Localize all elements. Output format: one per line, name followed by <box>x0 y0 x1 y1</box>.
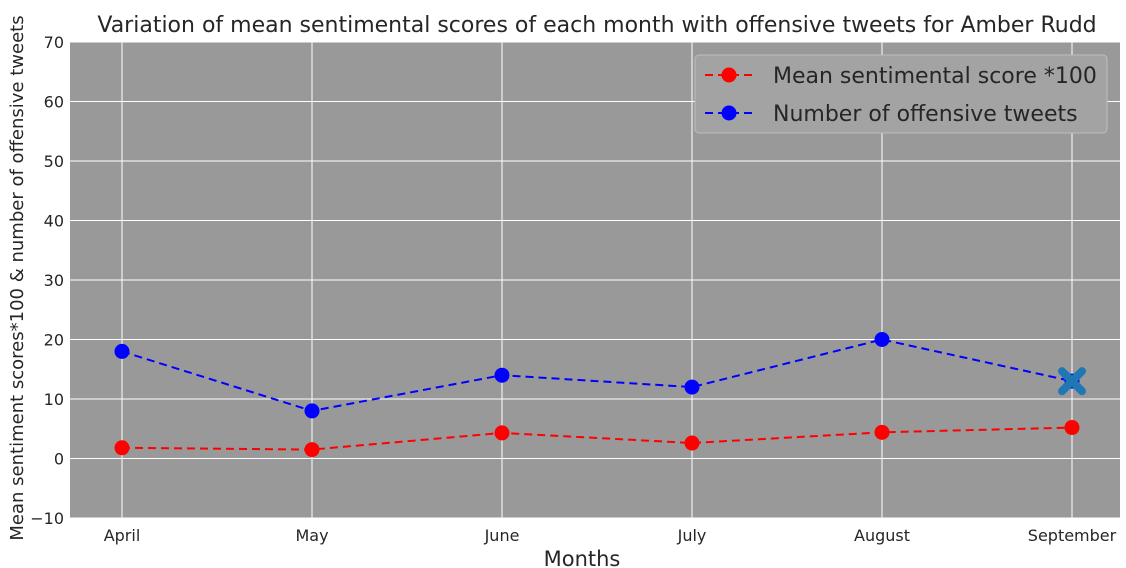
x-tick-label: June <box>484 526 520 545</box>
legend-marker <box>721 67 737 83</box>
y-tick-label: 60 <box>44 93 64 112</box>
data-point <box>494 425 510 441</box>
data-point <box>684 379 700 395</box>
data-point <box>304 442 320 458</box>
x-axis-label: Months <box>544 547 621 568</box>
x-tick-label: April <box>104 526 141 545</box>
legend-label: Mean sentimental score *100 <box>773 64 1097 89</box>
legend-marker <box>721 105 737 121</box>
y-tick-label: 20 <box>44 331 64 350</box>
chart-title: Variation of mean sentimental scores of … <box>97 13 1096 38</box>
y-tick-label: 70 <box>44 33 64 52</box>
x-tick-label: September <box>1028 526 1117 545</box>
gridlines <box>70 41 1120 519</box>
x-tick-label: July <box>677 526 707 545</box>
x-tick-label: August <box>854 526 910 545</box>
legend-label: Number of offensive tweets <box>773 102 1078 127</box>
y-tick-label: 50 <box>44 152 64 171</box>
y-tick-label: 30 <box>44 271 64 290</box>
data-point <box>874 424 890 440</box>
y-tick-label: −10 <box>30 509 64 528</box>
y-tick-label: 40 <box>44 212 64 231</box>
data-point <box>114 343 130 359</box>
y-tick-label: 0 <box>54 450 64 469</box>
y-tick-label: 10 <box>44 390 64 409</box>
data-point <box>1064 420 1080 436</box>
x-axis-ticks: April May June July August September <box>104 526 1117 545</box>
annotation-layer <box>1058 367 1086 396</box>
x-tick-label: May <box>295 526 328 545</box>
data-point <box>114 440 130 456</box>
x-marker-stroke <box>1058 367 1086 396</box>
data-point <box>684 435 700 451</box>
x-marker-icon <box>1058 367 1086 396</box>
legend-box <box>694 54 1108 134</box>
y-axis-label: Mean sentiment scores*100 & number of of… <box>7 15 28 540</box>
legend: Mean sentimental score *100 Number of off… <box>694 54 1108 134</box>
y-axis-ticks: −10 0 10 20 30 40 50 60 70 <box>30 33 64 528</box>
data-point <box>494 367 510 383</box>
data-point <box>304 403 320 419</box>
data-point <box>874 332 890 347</box>
series-line-2 <box>121 338 1073 412</box>
series-line-1 <box>121 426 1073 451</box>
